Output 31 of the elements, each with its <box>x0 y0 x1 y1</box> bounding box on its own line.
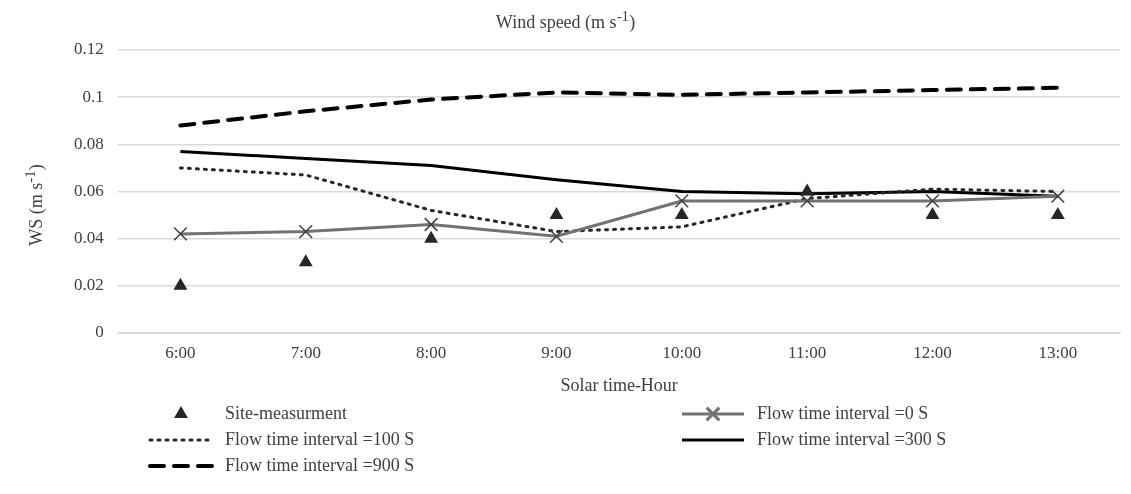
legend-label: Flow time interval =900 S <box>225 454 415 475</box>
y-tick-label: 0.08 <box>74 133 104 153</box>
point <box>1050 207 1065 220</box>
point <box>800 183 815 196</box>
legend-label: Site-measurment <box>225 402 347 423</box>
x-axis-title: Solar time-Hour <box>560 374 678 395</box>
y-tick-label: 0 <box>95 322 104 342</box>
x-tick-label: 10:00 <box>662 342 702 362</box>
chart-title: Wind speed (m s$^{-1}$) <box>494 8 637 33</box>
x-tick-label: 6:00 <box>165 342 196 362</box>
x-tick-label: 7:00 <box>290 342 321 362</box>
y-tick-label: 0.06 <box>74 180 104 200</box>
legend-label: Flow time interval =100 S <box>225 428 415 449</box>
x-tick-label: 11:00 <box>788 342 827 362</box>
point <box>298 254 313 267</box>
x-tick-label: 13:00 <box>1038 342 1078 362</box>
point <box>925 207 940 220</box>
x-tick-label: 8:00 <box>415 342 447 362</box>
x-tick-label: 9:00 <box>541 342 572 362</box>
x-tick-label: 12:00 <box>913 342 952 362</box>
point <box>674 207 689 220</box>
point <box>173 277 188 290</box>
line-series <box>178 85 1060 128</box>
legend-label: Flow time interval =300 S <box>757 428 947 449</box>
point <box>424 230 439 243</box>
y-tick-label: 0.1 <box>82 86 104 106</box>
y-tick-label: 0.02 <box>74 275 104 295</box>
y-tick-label: 0.12 <box>74 39 104 59</box>
legend-label: Flow time interval =0 S <box>757 402 929 423</box>
y-tick-label: 0.04 <box>74 228 105 248</box>
point <box>549 207 564 220</box>
